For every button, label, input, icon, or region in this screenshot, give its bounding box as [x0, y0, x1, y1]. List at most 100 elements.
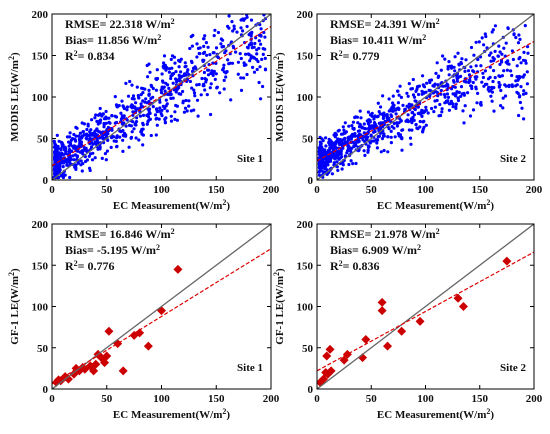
data-point: [162, 66, 166, 70]
data-point: [160, 72, 164, 76]
data-point: [64, 147, 68, 151]
data-point: [395, 121, 399, 125]
x-axis-label: EC Measurement(W/m2​): [113, 407, 230, 421]
data-point: [416, 111, 420, 116]
y-axis-label: GF-1 LE(W/m2​): [272, 268, 286, 345]
data-point: [440, 107, 444, 111]
data-point: [435, 61, 439, 65]
data-point: [432, 110, 436, 114]
data-point: [507, 62, 511, 66]
data-point: [377, 306, 387, 316]
data-point: [497, 74, 501, 78]
data-point: [181, 89, 185, 94]
data-point: [120, 99, 124, 103]
data-point: [163, 120, 167, 124]
data-point: [355, 115, 359, 119]
data-point: [193, 65, 197, 69]
data-point: [115, 105, 119, 109]
data-point: [387, 116, 391, 120]
data-point: [500, 60, 504, 64]
data-point: [351, 120, 355, 124]
data-point: [397, 326, 407, 336]
fit-line: [317, 40, 534, 162]
data-point: [474, 77, 478, 81]
data-point: [518, 94, 522, 98]
data-point: [65, 135, 70, 139]
data-point: [143, 100, 147, 104]
data-point: [470, 86, 474, 91]
data-point: [522, 117, 526, 121]
data-point: [251, 65, 255, 69]
data-point: [407, 102, 411, 106]
data-point: [443, 57, 447, 61]
data-point: [125, 108, 129, 112]
data-point: [471, 69, 475, 73]
data-point: [69, 156, 73, 160]
data-point: [72, 158, 76, 162]
data-point: [195, 42, 199, 46]
data-point: [379, 105, 383, 109]
data-point: [143, 341, 153, 351]
data-point: [335, 160, 339, 164]
data-point: [145, 113, 149, 117]
data-point: [184, 98, 188, 103]
data-point: [151, 105, 155, 109]
x-tick-label: 50: [101, 184, 113, 196]
data-point: [445, 92, 449, 96]
data-point: [343, 154, 347, 158]
data-point: [65, 163, 69, 167]
data-point: [137, 138, 141, 142]
data-point: [493, 76, 497, 80]
x-tick-label: 200: [263, 393, 280, 405]
data-point: [426, 111, 430, 115]
data-point: [321, 165, 325, 169]
data-point: [182, 74, 186, 78]
data-point: [200, 76, 204, 81]
data-point: [421, 74, 425, 78]
data-point: [428, 78, 432, 83]
data-point: [247, 33, 251, 37]
data-point: [95, 119, 99, 123]
data-point: [250, 55, 254, 59]
data-point: [170, 73, 174, 77]
data-point: [389, 113, 393, 117]
data-point: [59, 157, 63, 161]
data-point: [167, 70, 171, 74]
data-point: [58, 153, 62, 157]
data-point: [85, 127, 89, 132]
data-point: [106, 125, 110, 130]
data-point: [162, 61, 166, 65]
data-point: [350, 124, 354, 128]
data-point: [74, 134, 78, 138]
data-point: [113, 95, 117, 99]
data-point: [466, 69, 471, 73]
y-tick-label: 50: [37, 343, 49, 355]
data-point: [55, 167, 60, 171]
data-point: [357, 129, 362, 133]
data-point: [416, 127, 420, 131]
data-point: [416, 105, 420, 109]
data-point: [261, 4, 264, 7]
data-point: [72, 132, 76, 137]
data-point: [407, 82, 411, 86]
data-point: [343, 136, 347, 140]
data-point: [455, 76, 459, 80]
y-axis-label: MODIS LE(W/m2​): [7, 52, 21, 142]
panel-3: 0 50 100 150 200 0 50 100 150 200 EC Measurement(W…: [7, 219, 280, 421]
y-tick-label: 0: [43, 384, 49, 396]
data-point: [85, 158, 89, 162]
data-point: [349, 159, 353, 163]
data-point: [202, 44, 206, 49]
x-tick-label: 100: [153, 393, 170, 405]
data-point: [374, 138, 378, 142]
data-point: [369, 126, 373, 130]
data-point: [165, 102, 169, 106]
data-point: [215, 86, 219, 90]
data-point: [61, 175, 65, 180]
data-point: [491, 59, 496, 63]
data-point: [105, 134, 109, 138]
data-point: [389, 141, 393, 145]
data-point: [213, 28, 217, 32]
data-point: [449, 99, 453, 103]
data-point: [125, 105, 129, 109]
